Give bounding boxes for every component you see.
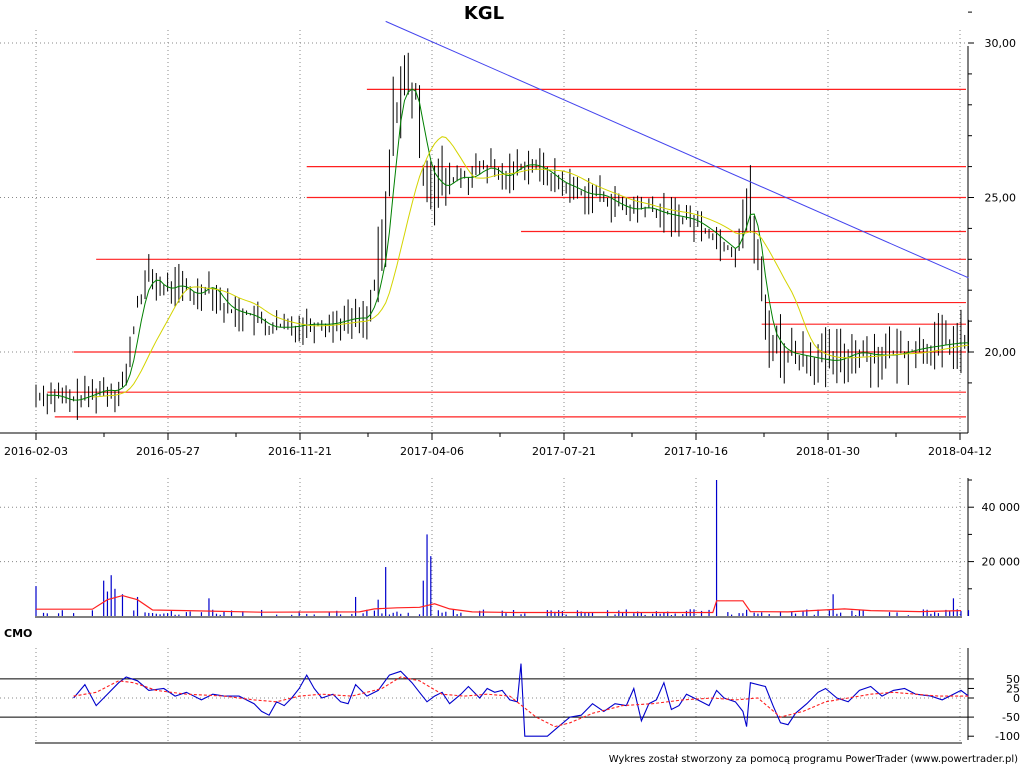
cmo-grid: [0, 648, 968, 742]
volume-y-ticks: 40 000 20 000: [968, 479, 1021, 590]
price-y-tick-label: 25,00: [985, 192, 1017, 205]
x-tick-label: 2018-01-30: [796, 445, 860, 458]
cmo-y-tick-label: 50: [1006, 673, 1020, 686]
volume-panel: 40 000 20 000: [0, 478, 1021, 618]
x-tick-label: 2017-07-21: [532, 445, 596, 458]
volume-y-tick-label: 20 000: [982, 556, 1021, 569]
volume-average-line: [36, 594, 962, 614]
price-y-ticks: 30,00 25,00 20,00: [968, 11, 1017, 384]
price-y-tick-label: 20,00: [985, 346, 1017, 359]
volume-y-tick-label: 40 000: [982, 501, 1021, 514]
x-ticks: 2016-02-03 2016-05-27 2016-11-21 2017-04-06…: [4, 433, 992, 458]
price-y-tick-label: 30,00: [985, 37, 1017, 50]
moving-averages: [47, 88, 969, 401]
cmo-line: [73, 663, 969, 737]
x-tick-label: 2016-11-21: [268, 445, 332, 458]
long-ma-line: [92, 136, 969, 398]
cmo-series: [73, 663, 969, 737]
chart-title: KGL: [464, 3, 504, 24]
cmo-y-tick-label: -50: [1002, 711, 1020, 724]
x-tick-label: 2016-02-03: [4, 445, 68, 458]
credit-text: Wykres został stworzony za pomocą progra…: [609, 754, 1018, 765]
cmo-y-tick-label: -100: [995, 730, 1020, 743]
short-ma-line: [47, 88, 969, 401]
cmo-label: CMO: [4, 627, 32, 640]
price-bars: [35, 52, 969, 420]
cmo-signal-line: [73, 676, 969, 728]
cmo-reference-lines: [0, 678, 968, 718]
x-tick-label: 2016-05-27: [136, 445, 200, 458]
trendline: [385, 20, 969, 279]
x-tick-label: 2017-04-06: [400, 445, 464, 458]
cmo-y-tick-label: 25: [1006, 682, 1020, 695]
horizontal-levels: [47, 88, 966, 418]
volume-grid: [0, 478, 968, 616]
x-tick-label: 2017-10-16: [664, 445, 728, 458]
volume-bars: [35, 480, 970, 616]
cmo-y-tick-label: 0: [1013, 692, 1020, 705]
x-tick-label: 2018-04-12: [928, 445, 992, 458]
